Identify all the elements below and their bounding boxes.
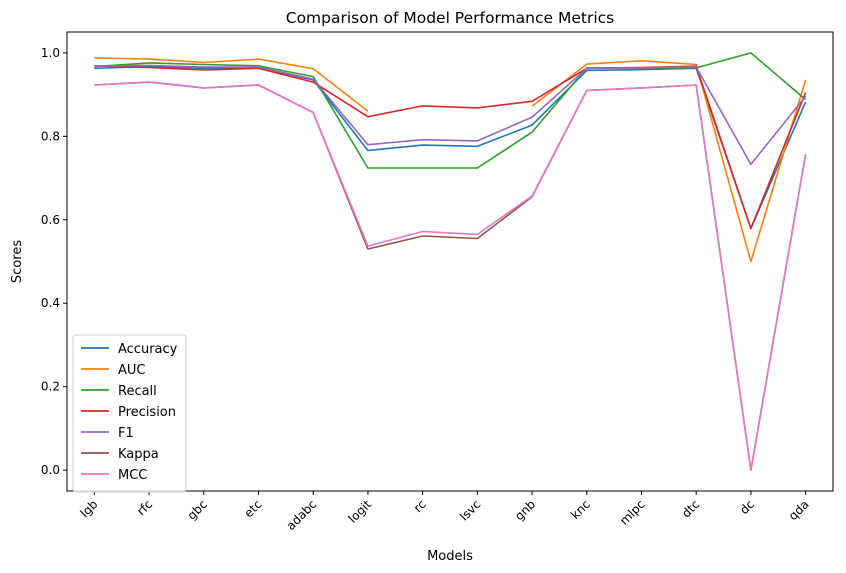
plot-frame [66, 31, 834, 492]
legend-label-kappa: Kappa [118, 447, 159, 462]
series-layer [94, 52, 807, 471]
y-tick-label: 1.0 [41, 46, 60, 60]
legend: Accuracy AUC Recall Precision F1 Kappa MCC [72, 334, 187, 493]
legend-label-f1: F1 [118, 426, 134, 441]
series-line-mcc-0 [94, 81, 807, 471]
y-tick-label: 0.2 [41, 380, 60, 394]
legend-label-accuracy: Accuracy [118, 342, 178, 357]
y-tick-label: 0.4 [41, 296, 60, 310]
y-tick-label: 0.0 [41, 463, 60, 477]
legend-label-mcc: MCC [118, 468, 147, 483]
legend-label-auc: AUC [118, 363, 146, 378]
legend-label-recall: Recall [118, 384, 157, 399]
chart-title: Comparison of Model Performance Metrics [286, 9, 614, 27]
series-line-f1-0 [94, 64, 807, 166]
series-line-auc-1 [531, 59, 807, 263]
y-tick-label: 0.8 [41, 129, 60, 143]
y-tick-label: 0.6 [41, 213, 60, 227]
series-line-precision-0 [94, 65, 807, 230]
series-line-auc-0 [94, 57, 369, 112]
x-axis-title: Models [427, 549, 473, 564]
y-axis-title: Scores [10, 240, 25, 283]
legend-label-precision: Precision [118, 405, 176, 420]
